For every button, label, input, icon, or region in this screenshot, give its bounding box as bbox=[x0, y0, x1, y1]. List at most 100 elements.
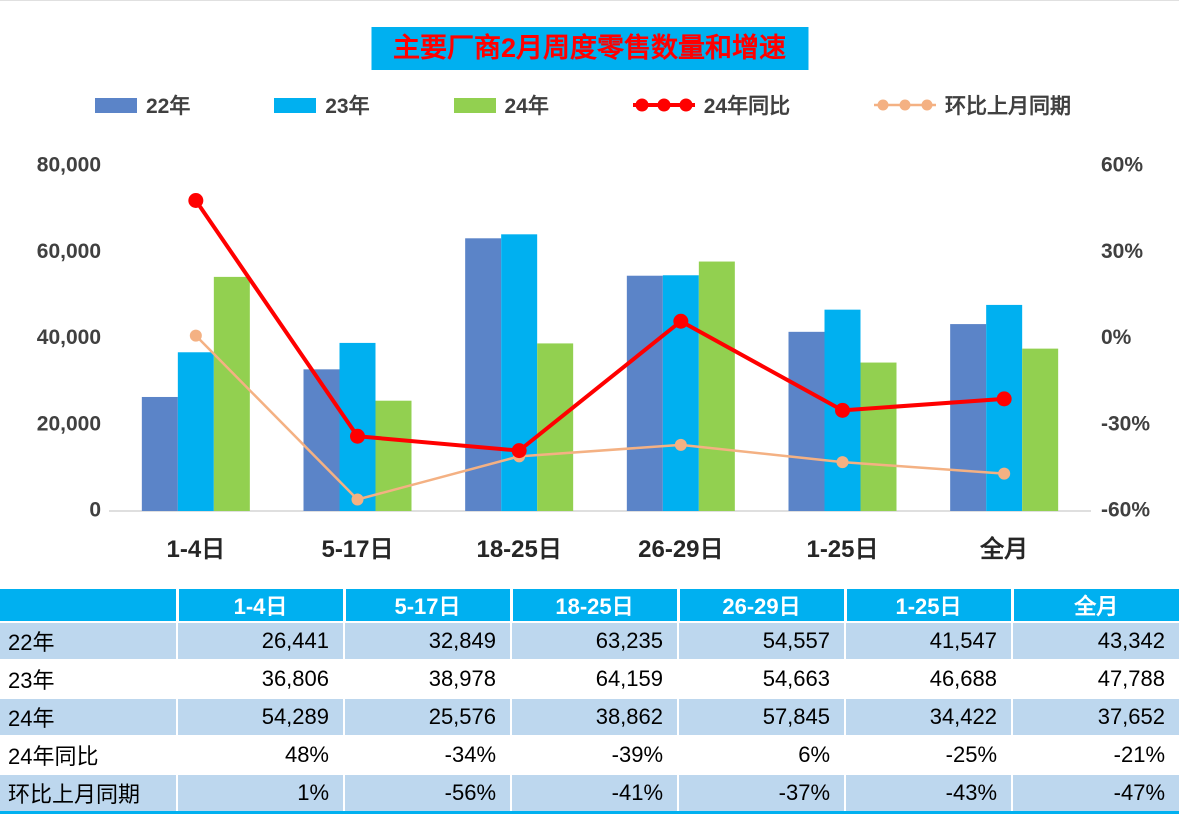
marker-24年同比-1-4日 bbox=[188, 193, 204, 208]
table-cell: -21% bbox=[1011, 735, 1179, 774]
table-cell: -34% bbox=[343, 735, 511, 774]
right-axis-tick: -60% bbox=[1101, 499, 1150, 522]
legend-line-marker-mom bbox=[874, 99, 936, 111]
marker-24年同比-18-25日 bbox=[511, 443, 527, 459]
table-cell: 32,849 bbox=[343, 621, 511, 660]
row-label: 环比上月同期 bbox=[0, 773, 177, 812]
right-axis-tick: -30% bbox=[1101, 412, 1150, 435]
legend-swatch-24 bbox=[453, 97, 496, 113]
table-col-header: 5-17日 bbox=[342, 589, 511, 622]
bar-22年-全月 bbox=[950, 324, 987, 511]
category-label: 26-29日 bbox=[638, 536, 723, 563]
right-axis-tick: 0% bbox=[1101, 326, 1132, 349]
legend-item-24: 24年 bbox=[453, 90, 549, 120]
category-label: 18-25日 bbox=[476, 536, 561, 563]
table-cell: 38,978 bbox=[343, 659, 511, 698]
right-axis-tick: 60% bbox=[1101, 154, 1143, 177]
bar-24年-1-25日 bbox=[860, 362, 897, 511]
table-row-24年: 24年 54,289 25,576 38,862 57,845 34,422 37,652 bbox=[0, 697, 1179, 736]
chart-legend: 22年 23年 24年 24年同比 环比上月同期 bbox=[95, 91, 1071, 119]
table-cell: -56% bbox=[343, 773, 511, 812]
left-axis-tick: 40,000 bbox=[37, 326, 101, 349]
marker-环比上月同期-1-4日 bbox=[189, 329, 202, 342]
bar-23年-1-4日 bbox=[177, 352, 214, 511]
table-col-header: 1-25日 bbox=[843, 589, 1012, 622]
table-row-24年同比: 24年同比 48% -34% -39% 6% -25% -21% bbox=[0, 735, 1179, 774]
legend-line-marker-yoy bbox=[632, 98, 695, 112]
table-col-header: 1-4日 bbox=[175, 589, 344, 622]
table-cell: 54,557 bbox=[677, 621, 845, 660]
category-label: 全月 bbox=[979, 535, 1028, 563]
bar-22年-5-17日 bbox=[303, 369, 340, 511]
table-cell: -39% bbox=[510, 735, 678, 774]
table-col-header: 18-25日 bbox=[509, 589, 678, 622]
marker-24年同比-26-29日 bbox=[673, 313, 689, 329]
table-cell: 46,688 bbox=[844, 659, 1012, 698]
table-cell: 25,576 bbox=[343, 697, 511, 736]
bar-23年-18-25日 bbox=[501, 234, 538, 511]
table-cell: -25% bbox=[844, 735, 1012, 774]
marker-环比上月同期-5-17日 bbox=[351, 493, 364, 506]
bar-23年-全月 bbox=[986, 304, 1023, 511]
left-axis-tick: 60,000 bbox=[37, 240, 101, 263]
category-label: 1-25日 bbox=[806, 536, 878, 563]
table-cell: -47% bbox=[1011, 773, 1179, 812]
line-环比上月同期 bbox=[194, 334, 1005, 501]
left-axis-tick: 80,000 bbox=[37, 154, 101, 177]
row-label: 24年同比 bbox=[0, 735, 177, 774]
table-cell: 54,289 bbox=[176, 697, 344, 736]
table-cell: 48% bbox=[176, 735, 344, 774]
legend-label-23: 23年 bbox=[325, 95, 370, 118]
bar-24年-全月 bbox=[1022, 348, 1059, 511]
table-cell: 47,788 bbox=[1011, 659, 1179, 698]
row-label: 23年 bbox=[0, 659, 177, 698]
bar-24年-26-29日 bbox=[698, 261, 735, 511]
table-cell: 1% bbox=[176, 773, 344, 812]
bar-22年-1-25日 bbox=[788, 331, 825, 511]
bar-22年-1-4日 bbox=[141, 396, 178, 511]
table-cell: 26,441 bbox=[176, 621, 344, 660]
bar-23年-5-17日 bbox=[339, 342, 376, 511]
table-row-22年: 22年 26,441 32,849 63,235 54,557 41,547 43,342 bbox=[0, 621, 1179, 660]
bar-23年-26-29日 bbox=[662, 275, 699, 511]
data-table: 1-4日 5-17日 18-25日 26-29日 1-25日 全月 22年 26,441 32… bbox=[0, 589, 1179, 814]
table-header-row: 1-4日 5-17日 18-25日 26-29日 1-25日 全月 bbox=[0, 589, 1179, 622]
legend-swatch-22 bbox=[95, 97, 137, 113]
table-cell: 6% bbox=[677, 735, 845, 774]
marker-24年同比-1-25日 bbox=[835, 402, 850, 418]
table-cell: 37,652 bbox=[1011, 697, 1179, 736]
category-label: 5-17日 bbox=[321, 536, 393, 563]
marker-环比上月同期-26-29日 bbox=[674, 438, 687, 451]
legend-label-22: 22年 bbox=[146, 95, 191, 118]
legend-item-yoy: 24年同比 bbox=[632, 90, 791, 120]
legend-item-22: 22年 bbox=[95, 90, 190, 120]
table-cell: 41,547 bbox=[844, 621, 1012, 660]
table-cell: -37% bbox=[677, 773, 845, 812]
line-24年同比 bbox=[194, 199, 1005, 453]
legend-label-yoy: 24年同比 bbox=[703, 95, 791, 118]
row-label: 24年 bbox=[0, 697, 177, 736]
left-axis-tick: 0 bbox=[89, 499, 101, 522]
legend-item-23: 23年 bbox=[274, 90, 370, 120]
chart-title: 主要厂商2月周度零售数量和增速 bbox=[370, 27, 809, 71]
marker-24年同比-5-17日 bbox=[350, 428, 365, 444]
table-cell: -43% bbox=[844, 773, 1012, 812]
table-cell: 63,235 bbox=[510, 621, 678, 660]
table-header: 1-4日 5-17日 18-25日 26-29日 1-25日 全月 bbox=[0, 589, 1179, 622]
table-cell: 38,862 bbox=[510, 697, 678, 736]
table-cell: 57,845 bbox=[677, 697, 845, 736]
table-cell: 64,159 bbox=[510, 659, 678, 698]
right-axis-tick: 30% bbox=[1101, 240, 1143, 263]
table-row-环比上月同期: 环比上月同期 1% -56% -41% -37% -43% -47% bbox=[0, 773, 1179, 812]
bar-24年-18-25日 bbox=[537, 343, 574, 511]
table-body: 22年 26,441 32,849 63,235 54,557 41,547 43,342 2… bbox=[0, 621, 1179, 812]
bar-22年-26-29日 bbox=[626, 275, 663, 511]
table-cell: -41% bbox=[510, 773, 678, 812]
table-cell: 36,806 bbox=[176, 659, 344, 698]
table-cell: 43,342 bbox=[1011, 621, 1179, 660]
table-row-23年: 23年 36,806 38,978 64,159 54,663 46,688 47,788 bbox=[0, 659, 1179, 698]
table-col-header: 全月 bbox=[1010, 589, 1179, 622]
category-label: 1-4日 bbox=[166, 536, 225, 563]
legend-label-mom: 环比上月同期 bbox=[945, 95, 1071, 118]
